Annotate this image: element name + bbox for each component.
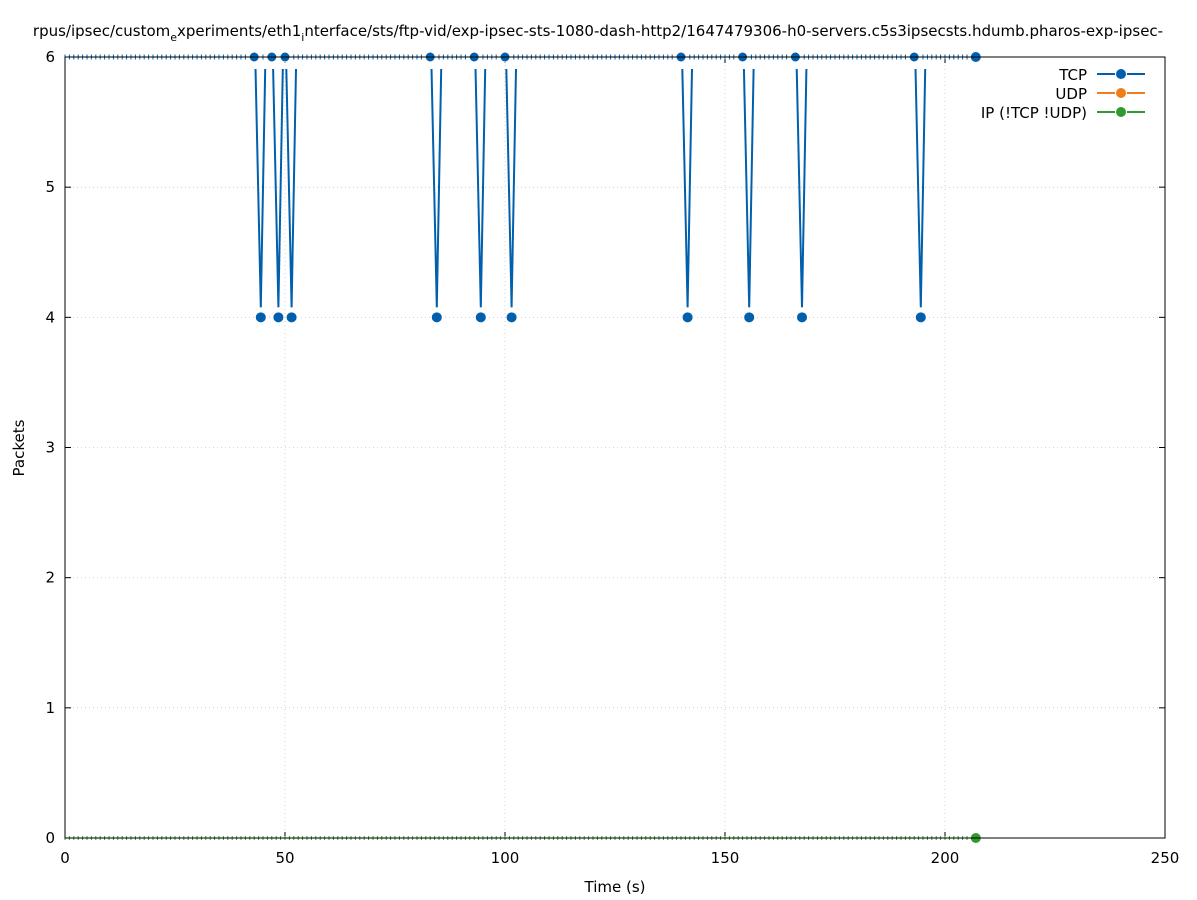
tcp-point-dip: [474, 311, 487, 324]
y-tick-label: 3: [45, 439, 55, 457]
legend-marker-tcp: [1115, 68, 1127, 80]
tcp-dip-line: [681, 68, 693, 308]
tcp-dip-line: [914, 68, 927, 308]
tcp-point-dip: [430, 311, 443, 324]
tcp-point-dip: [505, 311, 518, 324]
tcp-dip-line: [254, 68, 267, 308]
x-tick-label: 200: [931, 849, 960, 867]
y-tick-label: 4: [45, 308, 55, 326]
tcp-dip-line: [430, 68, 443, 308]
y-axis-label: Packets: [10, 419, 28, 476]
legend-label-udp: UDP: [1055, 85, 1087, 103]
x-axis-label: Time (s): [584, 878, 646, 896]
title-part-3: nterface/sts/ftp-vid/exp-ipsec-sts-1080-…: [304, 22, 1163, 40]
legend-label-ip: IP (!TCP !UDP): [981, 104, 1087, 122]
y-tick-label: 6: [45, 48, 55, 66]
tcp-point-dip: [272, 311, 285, 324]
title-part-2: xperiments/eth1: [177, 22, 301, 40]
x-tick-label: 250: [1151, 849, 1180, 867]
legend-label-tcp: TCP: [1058, 66, 1087, 84]
x-tick-label: 0: [60, 849, 70, 867]
tcp-point-dip: [914, 311, 927, 324]
legend: TCP UDP IP (!TCP !UDP): [981, 66, 1145, 122]
tcp-dip-line: [795, 68, 808, 308]
x-tick-label: 100: [491, 849, 520, 867]
tcp-point-dip: [285, 311, 298, 324]
tick-labels: 0 50 100 150 200 250 0 1 2 3 4 5 6: [45, 48, 1179, 867]
plot-border: [64, 56, 1166, 839]
y-tick-label: 2: [45, 569, 55, 587]
tcp-dip-line: [742, 68, 755, 308]
tcp-point-dip: [254, 311, 267, 324]
tcp-dip-line: [285, 68, 297, 308]
title-sub-1: e: [170, 31, 177, 44]
tcp-dip-line: [505, 68, 517, 308]
tcp-dip-line: [474, 68, 487, 308]
legend-marker-udp: [1115, 87, 1127, 99]
series-tcp: [64, 51, 982, 324]
y-tick-label: 0: [45, 829, 55, 847]
legend-marker-ip: [1115, 106, 1127, 118]
title-sub-2: i: [301, 31, 304, 44]
x-tick-label: 50: [275, 849, 294, 867]
chart-title: rpus/ipsec/customexperiments/eth1interfa…: [33, 22, 1163, 44]
x-tick-label: 150: [711, 849, 740, 867]
y-tick-label: 1: [45, 699, 55, 717]
grid: [65, 57, 1165, 838]
tcp-dip-line: [272, 68, 284, 308]
tcp-point-dip: [681, 311, 694, 324]
title-part-1: rpus/ipsec/custom: [33, 22, 170, 40]
y-tick-label: 5: [45, 178, 55, 196]
tcp-point-dip: [796, 311, 808, 324]
tcp-point-dip: [743, 311, 756, 324]
